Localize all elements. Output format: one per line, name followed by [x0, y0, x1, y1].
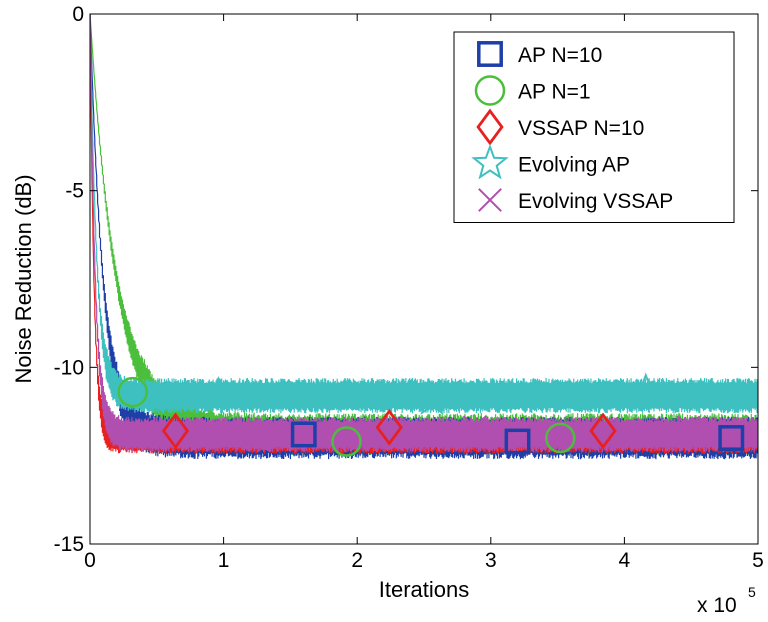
series-marker [718, 425, 745, 451]
legend-marker [474, 75, 506, 106]
series-marker [462, 415, 487, 440]
series-marker [676, 415, 701, 440]
legend-label: VSSAP N=10 [518, 117, 644, 140]
series-marker [504, 428, 531, 455]
x-axis-multiplier: x 10 [697, 594, 737, 617]
x-tick-label: 5 [752, 549, 764, 572]
series-marker [413, 379, 451, 416]
y-axis-label: Noise Reduction (dB) [11, 174, 36, 383]
x-tick-label: 3 [485, 549, 497, 572]
x-tick-label: 2 [351, 549, 363, 572]
legend-label: AP N=10 [518, 44, 602, 67]
y-axis-ticks: 0 -5 -10 -15 [54, 3, 758, 556]
y-tick-label: -10 [54, 356, 84, 379]
y-tick-label: -5 [65, 180, 84, 203]
series-marker [290, 421, 317, 448]
legend-label: Evolving VSSAP [518, 190, 673, 213]
legend-label: AP N=1 [518, 81, 591, 104]
legend-marker [476, 108, 504, 146]
series-marker [627, 372, 665, 409]
series-line [90, 14, 758, 453]
series-marker [331, 426, 362, 457]
plot-frame [89, 13, 759, 545]
series-marker [117, 376, 149, 408]
legend: AP N=10 AP N=1 VSSAP N=10 Evolving AP Evolvi… [453, 31, 735, 223]
y-tick-label: -15 [54, 533, 84, 556]
x-axis-ticks: 0 1 2 3 4 5 [84, 14, 764, 572]
x-tick-label: 0 [84, 549, 96, 572]
legend-marker [478, 188, 502, 212]
x-axis-label: Iterations [379, 577, 470, 602]
series-layer [90, 14, 758, 460]
series-marker [161, 412, 190, 450]
legend-label: Evolving AP [518, 154, 630, 177]
series-marker [199, 375, 237, 412]
series-marker [249, 422, 273, 447]
x-axis-multiplier-exponent: 5 [748, 584, 756, 600]
x-tick-label: 1 [218, 549, 230, 572]
x-tick-label: 4 [619, 549, 631, 572]
series-marker [589, 412, 617, 450]
series-marker [545, 422, 576, 454]
legend-marker [477, 41, 503, 67]
y-tick-label: 0 [72, 3, 84, 26]
series-marker [375, 408, 403, 446]
legend-marker [471, 143, 509, 180]
